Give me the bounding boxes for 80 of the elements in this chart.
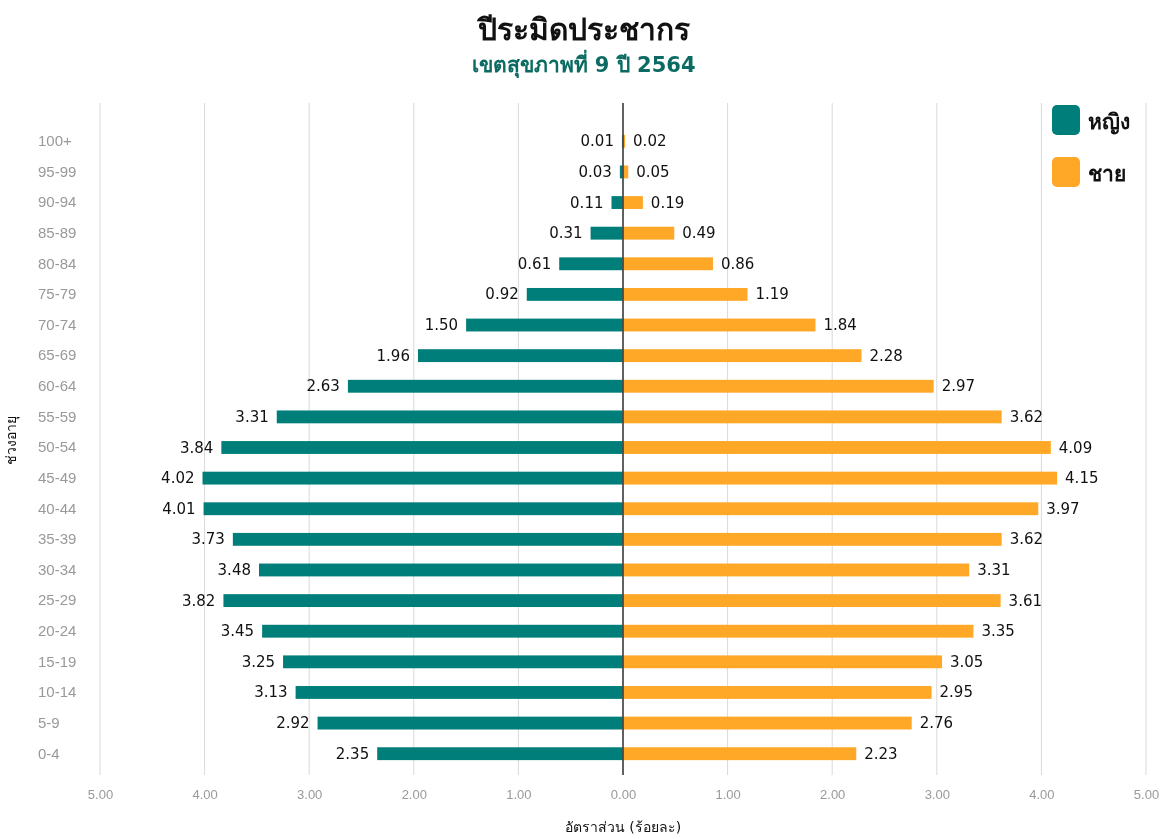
data-label: 2.76 (919, 714, 954, 733)
data-label: 4.02 (161, 469, 195, 488)
data-label: 2.28 (869, 346, 903, 365)
y-tick-label: 85-89 (38, 223, 77, 241)
data-label: 0.31 (549, 224, 583, 243)
x-tick-label: 0.00 (610, 787, 637, 803)
data-label: 3.62 (1009, 407, 1044, 426)
data-label: 0.01 (580, 132, 614, 151)
data-label: 3.31 (235, 407, 269, 426)
x-tick-label: 2.00 (820, 787, 846, 803)
data-label: 3.73 (191, 530, 225, 549)
x-tick-label: 3.00 (297, 787, 323, 803)
data-label: 4.15 (1065, 469, 1099, 488)
data-label: 3.84 (179, 438, 214, 457)
y-axis-title: ช่วงอายุ (3, 415, 20, 465)
y-tick-label: 35-39 (38, 530, 77, 548)
data-label: 1.19 (755, 285, 789, 304)
y-tick-label: 55-59 (38, 407, 77, 425)
y-tick-label: 5-9 (38, 713, 60, 731)
data-label: 0.92 (485, 285, 519, 304)
data-label: 0.61 (517, 254, 552, 273)
data-label: 3.05 (950, 652, 984, 671)
data-label: 0.03 (578, 162, 612, 181)
data-label: 1.84 (823, 316, 857, 335)
x-axis-title: อัตราส่วน (ร้อยละ) (564, 819, 682, 835)
data-label: 3.48 (217, 560, 251, 579)
data-label: 0.02 (633, 132, 667, 151)
x-tick-label: 3.00 (924, 787, 950, 803)
data-label: 0.05 (636, 162, 670, 181)
y-tick-label: 20-24 (38, 622, 77, 640)
x-tick-label: 2.00 (401, 787, 427, 803)
chart-title: ปีระมิดประชากร (475, 12, 690, 47)
x-tick-label: 5.00 (1133, 787, 1160, 803)
data-label: 3.25 (241, 652, 276, 671)
data-label: 2.35 (335, 744, 370, 763)
data-label: 2.92 (276, 714, 310, 733)
data-label: 3.31 (977, 560, 1011, 579)
y-tick-label: 75-79 (38, 285, 77, 303)
y-tick-label: 30-34 (38, 560, 77, 578)
y-tick-label: 0-4 (38, 744, 60, 762)
y-tick-label: 40-44 (38, 499, 77, 517)
data-label: 3.82 (182, 591, 216, 610)
data-label: 0.11 (570, 193, 604, 212)
data-label: 3.97 (1046, 499, 1080, 518)
y-tick-label: 80-84 (38, 254, 77, 272)
data-label: 4.01 (162, 499, 196, 518)
data-label: 0.86 (720, 254, 755, 273)
data-label: 3.62 (1009, 530, 1044, 549)
y-tick-label: 90-94 (38, 193, 77, 211)
data-label: 3.35 (981, 622, 1015, 641)
y-tick-label: 50-54 (38, 438, 77, 456)
x-tick-label: 5.00 (87, 787, 114, 803)
legend-label: หญิง (1088, 110, 1130, 135)
x-tick-label: 1.00 (506, 787, 532, 803)
legend-label: ชาย (1088, 162, 1126, 186)
x-tick-label: 4.00 (192, 787, 218, 803)
y-tick-label: 60-64 (38, 377, 77, 395)
data-label: 3.13 (254, 683, 288, 702)
y-tick-label: 15-19 (38, 652, 77, 670)
data-label: 3.61 (1008, 591, 1043, 610)
data-label: 1.96 (376, 346, 410, 365)
x-tick-label: 1.00 (715, 787, 741, 803)
chart-subtitle: เขตสุขภาพที่ 9 ปี 2564 (471, 49, 696, 79)
y-tick-label: 45-49 (38, 468, 77, 486)
y-tick-label: 100+ (38, 132, 73, 150)
data-label: 2.23 (864, 744, 898, 763)
y-tick-label: 25-29 (38, 591, 77, 609)
y-tick-label: 10-14 (38, 683, 77, 701)
y-tick-label: 95-99 (38, 162, 77, 180)
x-tick-label: 4.00 (1029, 787, 1055, 803)
data-label: 2.63 (306, 377, 340, 396)
y-tick-label: 65-69 (38, 346, 77, 364)
data-label: 1.50 (424, 316, 459, 335)
data-label: 4.09 (1058, 438, 1093, 457)
data-label: 0.19 (650, 193, 685, 212)
y-tick-label: 70-74 (38, 315, 77, 333)
data-label: 3.45 (220, 622, 255, 641)
data-label: 0.49 (682, 224, 716, 243)
data-label: 2.95 (939, 683, 973, 702)
data-label: 2.97 (941, 377, 976, 396)
